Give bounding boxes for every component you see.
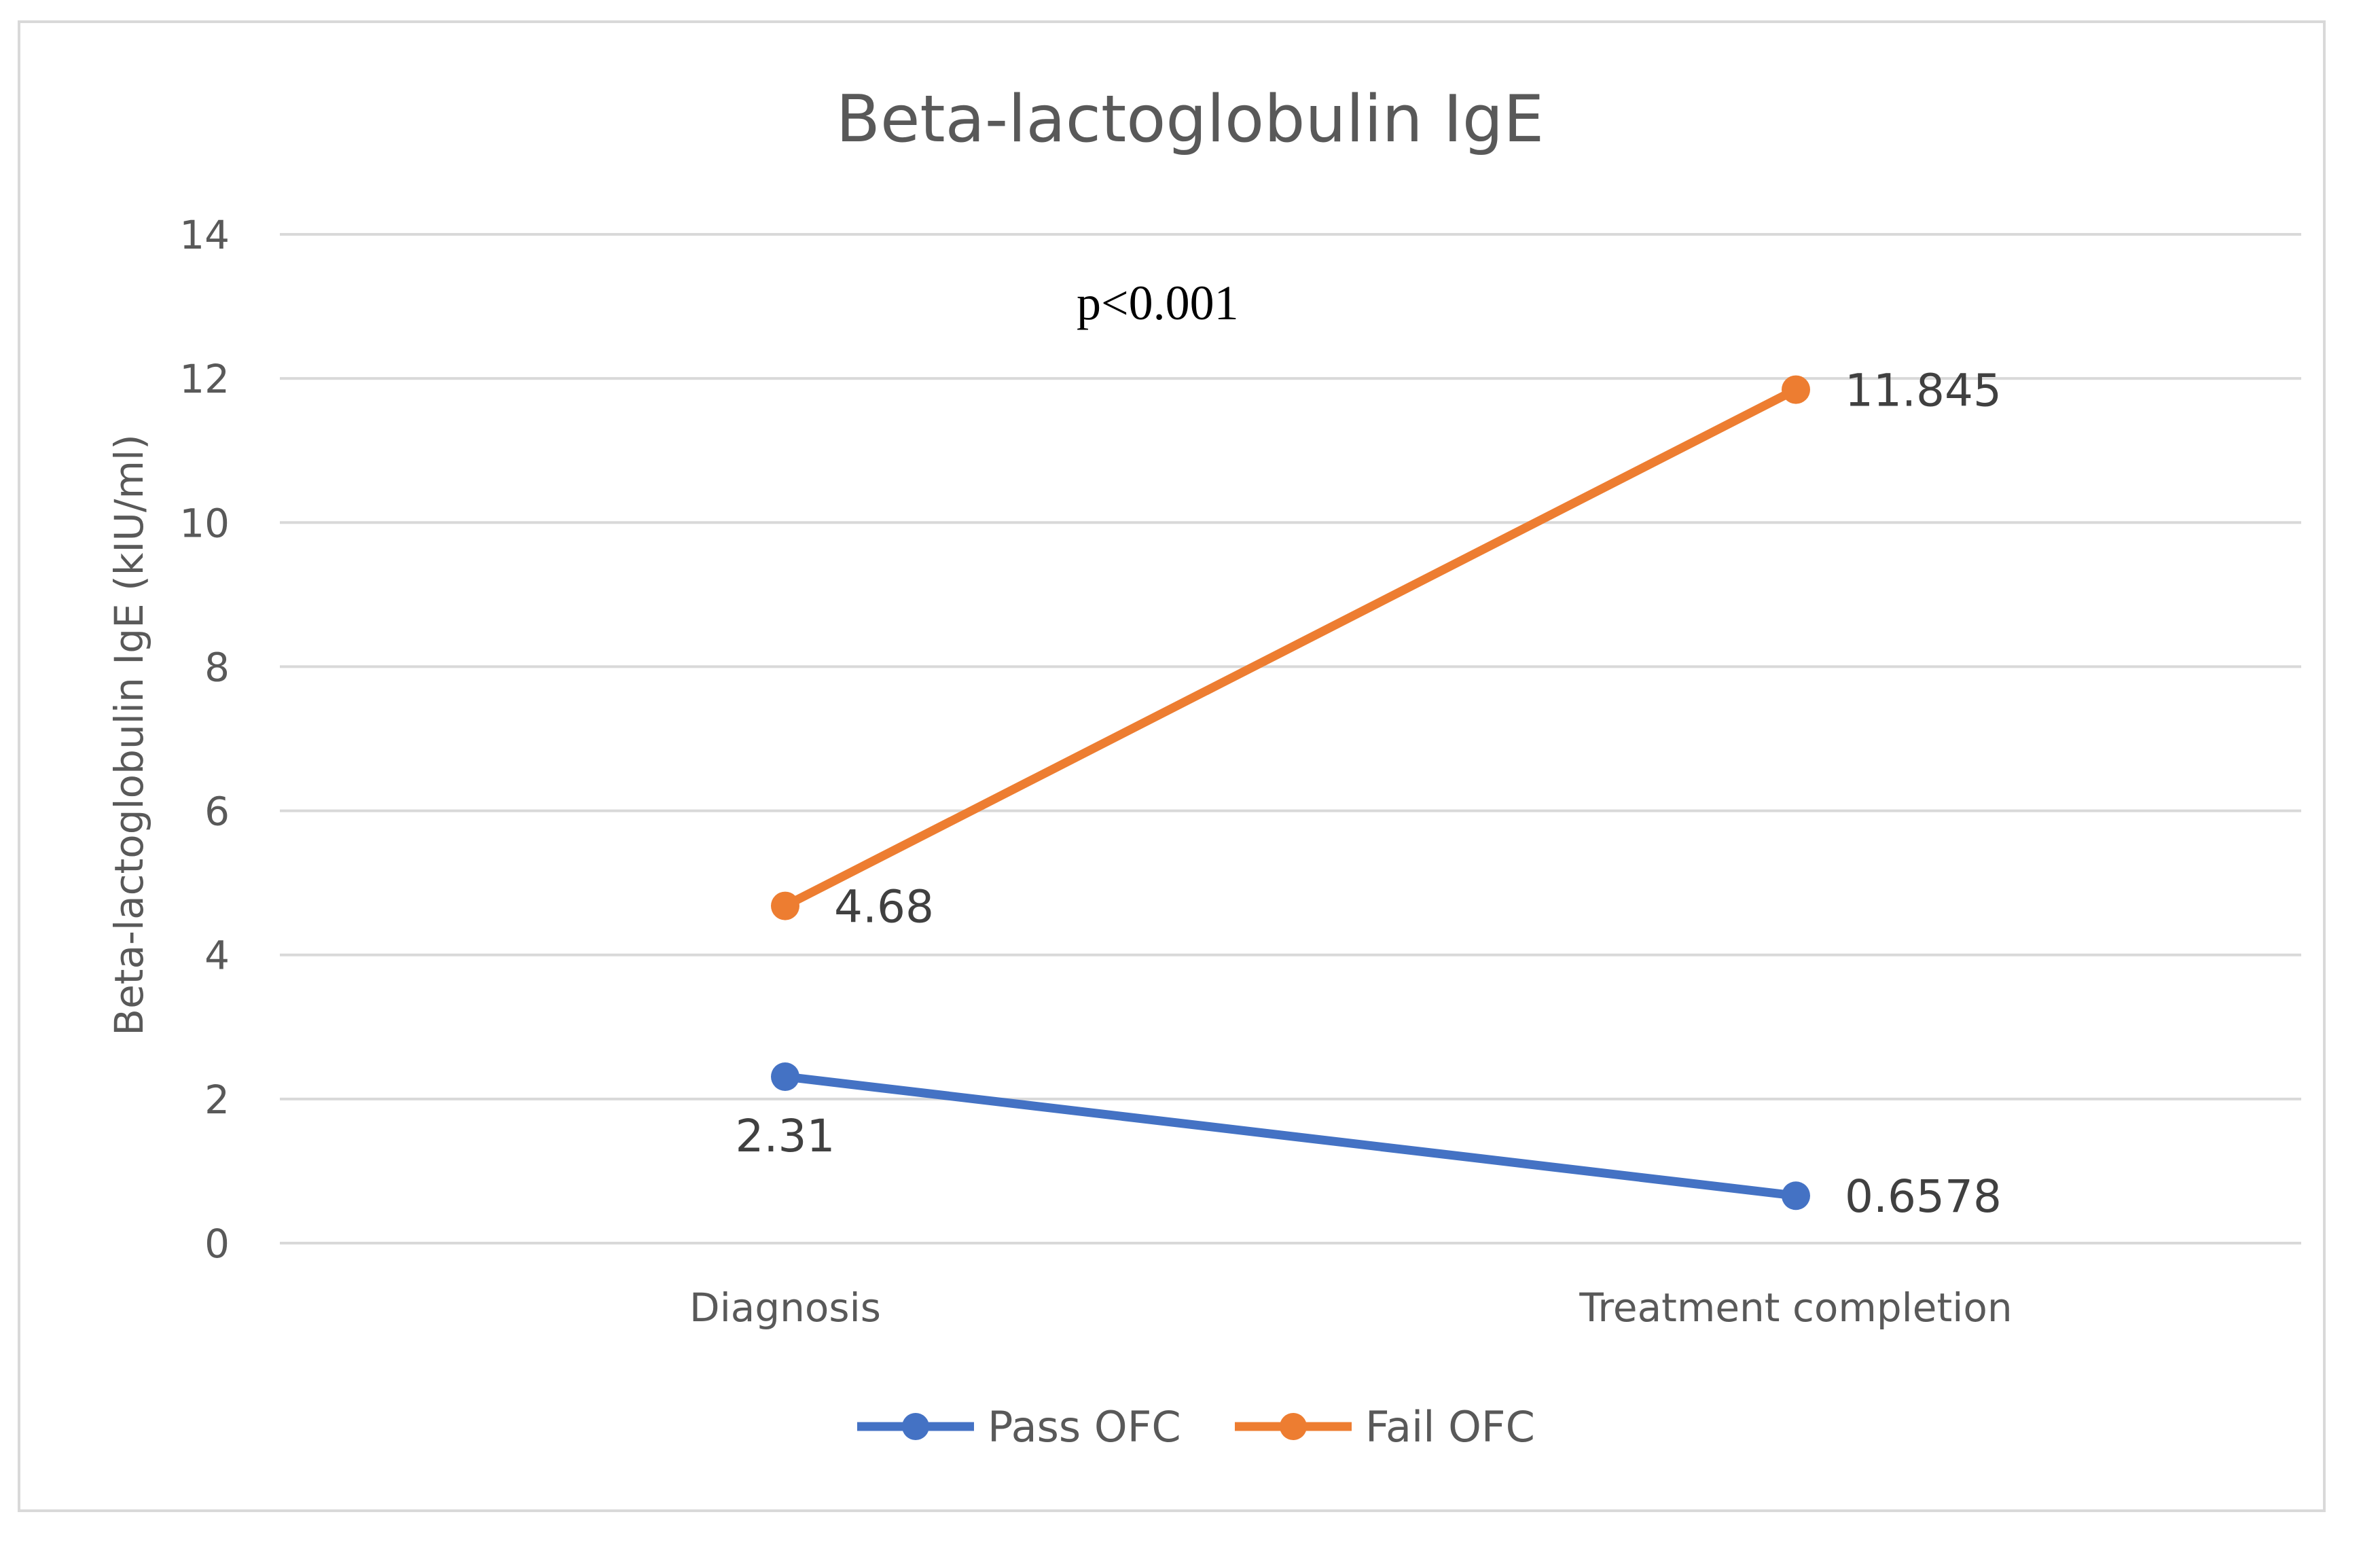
y-tick-label: 0 xyxy=(204,1221,230,1267)
data-label: 11.845 xyxy=(1845,365,2002,417)
chart-frame xyxy=(18,20,2326,1512)
y-tick-label: 6 xyxy=(204,789,230,835)
data-label: 4.68 xyxy=(834,881,934,933)
p-value-annotation: p<0.001 xyxy=(1077,276,1239,330)
x-tick-label: Treatment completion xyxy=(1579,1285,2012,1331)
y-tick-label: 12 xyxy=(179,356,230,402)
y-tick-labels: 0 2 4 6 8 10 12 14 xyxy=(179,212,230,1267)
y-tick-label: 2 xyxy=(204,1077,230,1123)
data-point xyxy=(771,1062,799,1091)
data-point xyxy=(1782,1181,1810,1211)
data-point xyxy=(771,891,799,920)
legend-label: Fail OFC xyxy=(1365,1402,1535,1452)
legend-marker xyxy=(902,1413,929,1440)
x-tick-labels: Diagnosis Treatment completion xyxy=(689,1285,2013,1331)
data-point xyxy=(1782,375,1810,404)
legend-marker xyxy=(1280,1413,1307,1440)
series-group xyxy=(771,375,1810,1211)
gridlines xyxy=(280,233,2301,1244)
data-labels: 2.31 0.6578 4.68 11.845 xyxy=(736,365,2002,1223)
y-tick-label: 4 xyxy=(204,933,230,979)
legend-label: Pass OFC xyxy=(988,1402,1181,1452)
data-label: 2.31 xyxy=(736,1110,835,1162)
series-line xyxy=(780,385,1801,911)
data-label: 0.6578 xyxy=(1845,1170,2002,1223)
series-line xyxy=(780,1072,1801,1200)
y-axis-title: Beta-lactoglobulin IgE (kIU/ml) xyxy=(106,434,152,1035)
y-tick-label: 8 xyxy=(204,644,230,690)
x-tick-label: Diagnosis xyxy=(689,1285,881,1331)
y-tick-label: 14 xyxy=(179,212,230,258)
y-tick-label: 10 xyxy=(179,500,230,546)
chart-title: Beta-lactoglobulin IgE xyxy=(836,82,1544,157)
legend: Pass OFC Fail OFC xyxy=(857,1402,1535,1452)
